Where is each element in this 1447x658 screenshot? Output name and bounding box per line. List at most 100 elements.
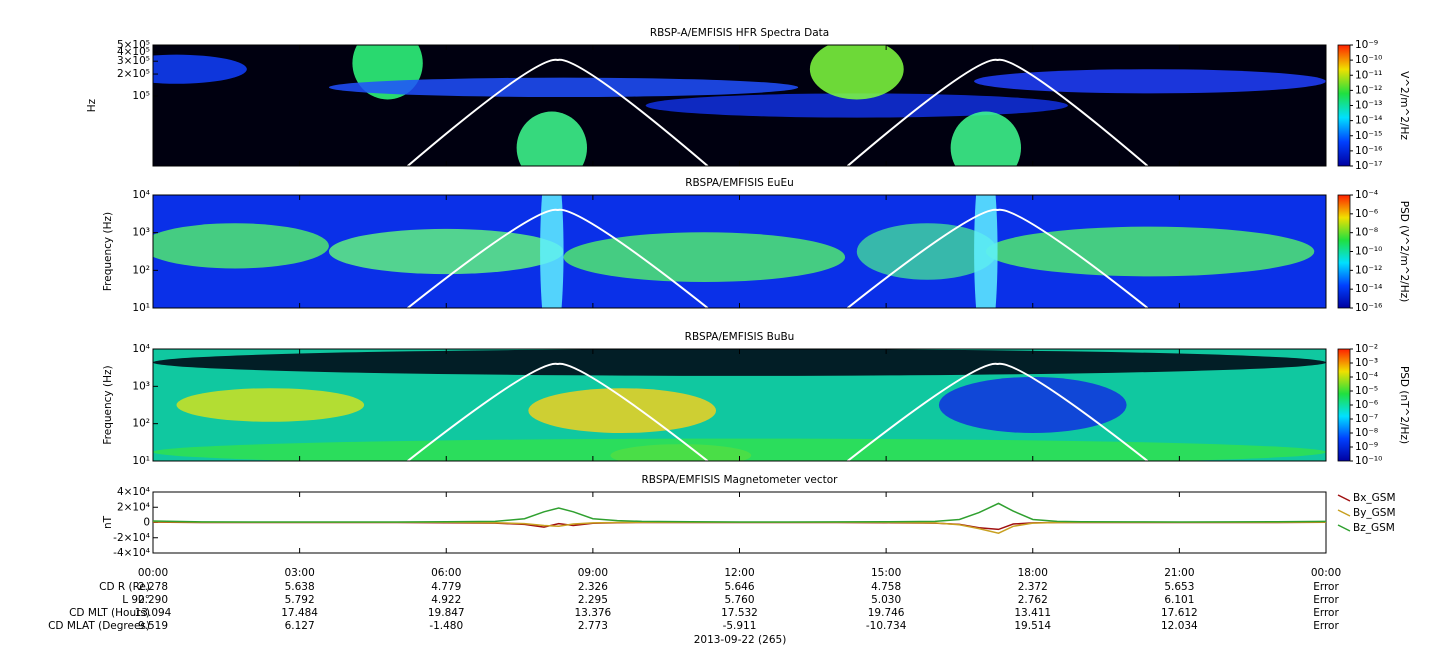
ephemeris-value: Error — [1313, 607, 1339, 619]
ephemeris-value: 2.278 — [138, 581, 168, 593]
spectrogram-patch — [645, 93, 1068, 118]
y-axis-label: Hz — [86, 98, 98, 112]
spectrogram — [153, 349, 1326, 461]
ephemeris-value: 4.922 — [431, 594, 461, 606]
legend-swatch — [1337, 524, 1351, 532]
colorbar-tick-label: 10⁻² — [1355, 343, 1378, 355]
colorbar-tick-label: 10⁻¹⁵ — [1355, 130, 1382, 142]
legend-label: Bx_GSM — [1353, 492, 1396, 504]
x-tick-label: 00:00 — [138, 567, 168, 579]
y-tick-label: 10⁴ — [132, 189, 150, 201]
spectrogram-patch — [938, 377, 1127, 433]
panel-title: RBSPA/EMFISIS EuEu — [685, 177, 794, 189]
y-axis-label: Frequency (Hz) — [102, 212, 114, 291]
ephemeris-value: 19.514 — [1014, 620, 1051, 632]
ephemeris-value: 4.779 — [431, 581, 461, 593]
colorbar — [1337, 44, 1351, 167]
spectrogram — [153, 45, 1326, 166]
colorbar-tick-label: 10⁻⁷ — [1355, 413, 1378, 425]
spectrogram-patch — [176, 388, 365, 422]
colorbar-tick-label: 10⁻⁶ — [1355, 399, 1378, 411]
spectrogram-patch — [974, 195, 998, 308]
ephemeris-row-label: CD R (Re) — [99, 581, 150, 593]
colorbar-label: V^2/m^2/Hz — [1398, 71, 1410, 140]
spectrogram-patch — [974, 69, 1326, 94]
series-line — [152, 502, 1327, 523]
colorbar-tick-label: 10⁻¹⁰ — [1355, 54, 1382, 66]
ephemeris-value: 5.638 — [285, 581, 315, 593]
ephemeris-value: 2.290 — [138, 594, 168, 606]
y-axis-label: nT — [102, 515, 114, 529]
ephemeris-row-label: CD MLAT (Degrees) — [48, 620, 150, 632]
ephemeris-value: Error — [1313, 581, 1339, 593]
ephemeris-value: 2.773 — [578, 620, 608, 632]
colorbar-tick-label: 10⁻⁸ — [1355, 227, 1378, 239]
y-tick-label: 2×10⁴ — [117, 501, 150, 513]
ephemeris-value: -5.911 — [723, 620, 757, 632]
spectrogram-patch — [328, 77, 799, 98]
x-tick-label: 06:00 — [431, 567, 461, 579]
legend-swatch — [1337, 494, 1351, 502]
y-tick-label: 10¹ — [132, 455, 150, 467]
panel-title: RBSP-A/EMFISIS HFR Spectra Data — [650, 27, 829, 39]
colorbar-tick-label: 10⁻¹⁶ — [1355, 302, 1382, 314]
x-tick-label: 21:00 — [1164, 567, 1194, 579]
ephemeris-value: 13.411 — [1014, 607, 1051, 619]
spectrogram-patch — [153, 438, 1326, 461]
colorbar-tick-label: 10⁻¹⁶ — [1355, 145, 1382, 157]
ephemeris-value: 2.326 — [578, 581, 608, 593]
y-tick-label: 5×10⁵ — [117, 39, 150, 51]
series-line — [152, 521, 1327, 531]
x-tick-label: 12:00 — [724, 567, 754, 579]
cyclotron-curve — [407, 362, 709, 461]
y-tick-label: 10² — [132, 264, 150, 276]
spectrogram-patch — [856, 223, 998, 280]
ephemeris-value: 17.612 — [1161, 607, 1198, 619]
y-tick-label: -4×10⁴ — [113, 547, 150, 559]
x-tick-label: 18:00 — [1018, 567, 1048, 579]
y-tick-label: 10⁴ — [132, 343, 150, 355]
colorbar-tick-label: 10⁻⁶ — [1355, 208, 1378, 220]
colorbar-tick-label: 10⁻¹⁴ — [1355, 283, 1382, 295]
ephemeris-value: 5.760 — [724, 594, 754, 606]
y-tick-label: 4×10⁴ — [117, 486, 150, 498]
colorbar-tick-label: 10⁻¹³ — [1355, 100, 1382, 112]
ephemeris-value: 12.034 — [1161, 620, 1198, 632]
spectrogram-patch — [516, 111, 587, 166]
colorbar-tick-label: 10⁻¹⁴ — [1355, 115, 1382, 127]
ephemeris-value: -10.734 — [866, 620, 907, 632]
ephemeris-value: 13.094 — [135, 607, 172, 619]
ephemeris-value: 17.484 — [281, 607, 318, 619]
spectrogram-patch — [950, 111, 1022, 166]
cyclotron-curve — [407, 58, 709, 166]
ephemeris-value: 13.376 — [575, 607, 612, 619]
ephemeris-value: 5.646 — [724, 581, 754, 593]
ephemeris-value: 4.758 — [871, 581, 901, 593]
colorbar-tick-label: 10⁻⁹ — [1355, 39, 1378, 51]
colorbar-tick-label: 10⁻⁴ — [1355, 371, 1378, 383]
cyclotron-curve — [846, 362, 1149, 461]
cyclotron-curve — [846, 208, 1149, 308]
colorbar-tick-label: 10⁻⁴ — [1355, 189, 1378, 201]
ephemeris-value: 5.030 — [871, 594, 901, 606]
ephemeris-value: 2.762 — [1018, 594, 1048, 606]
colorbar — [1337, 194, 1351, 309]
colorbar-tick-label: 10⁻¹² — [1355, 84, 1382, 96]
ephemeris-value: 6.127 — [285, 620, 315, 632]
x-tick-label: 00:00 — [1311, 567, 1341, 579]
ephemeris-value: 5.653 — [1164, 581, 1194, 593]
spectrogram-patch — [563, 232, 846, 283]
colorbar-tick-label: 10⁻³ — [1355, 357, 1378, 369]
legend-label: By_GSM — [1353, 507, 1396, 519]
legend-swatch — [1337, 509, 1351, 517]
panel-title: RBSPA/EMFISIS Magnetometer vector — [642, 474, 839, 486]
spectrogram-patch — [153, 223, 329, 269]
ephemeris-row-label: CD MLT (Hours) — [69, 607, 150, 619]
colorbar-tick-label: 10⁻¹¹ — [1355, 69, 1382, 81]
spectrogram-patch — [153, 349, 1326, 376]
y-tick-label: 10³ — [132, 380, 150, 392]
colorbar-tick-label: 10⁻¹⁰ — [1355, 246, 1382, 258]
ephemeris-value: 2.372 — [1018, 581, 1048, 593]
colorbar-tick-label: 10⁻¹⁰ — [1355, 455, 1382, 467]
colorbar — [1337, 348, 1351, 462]
